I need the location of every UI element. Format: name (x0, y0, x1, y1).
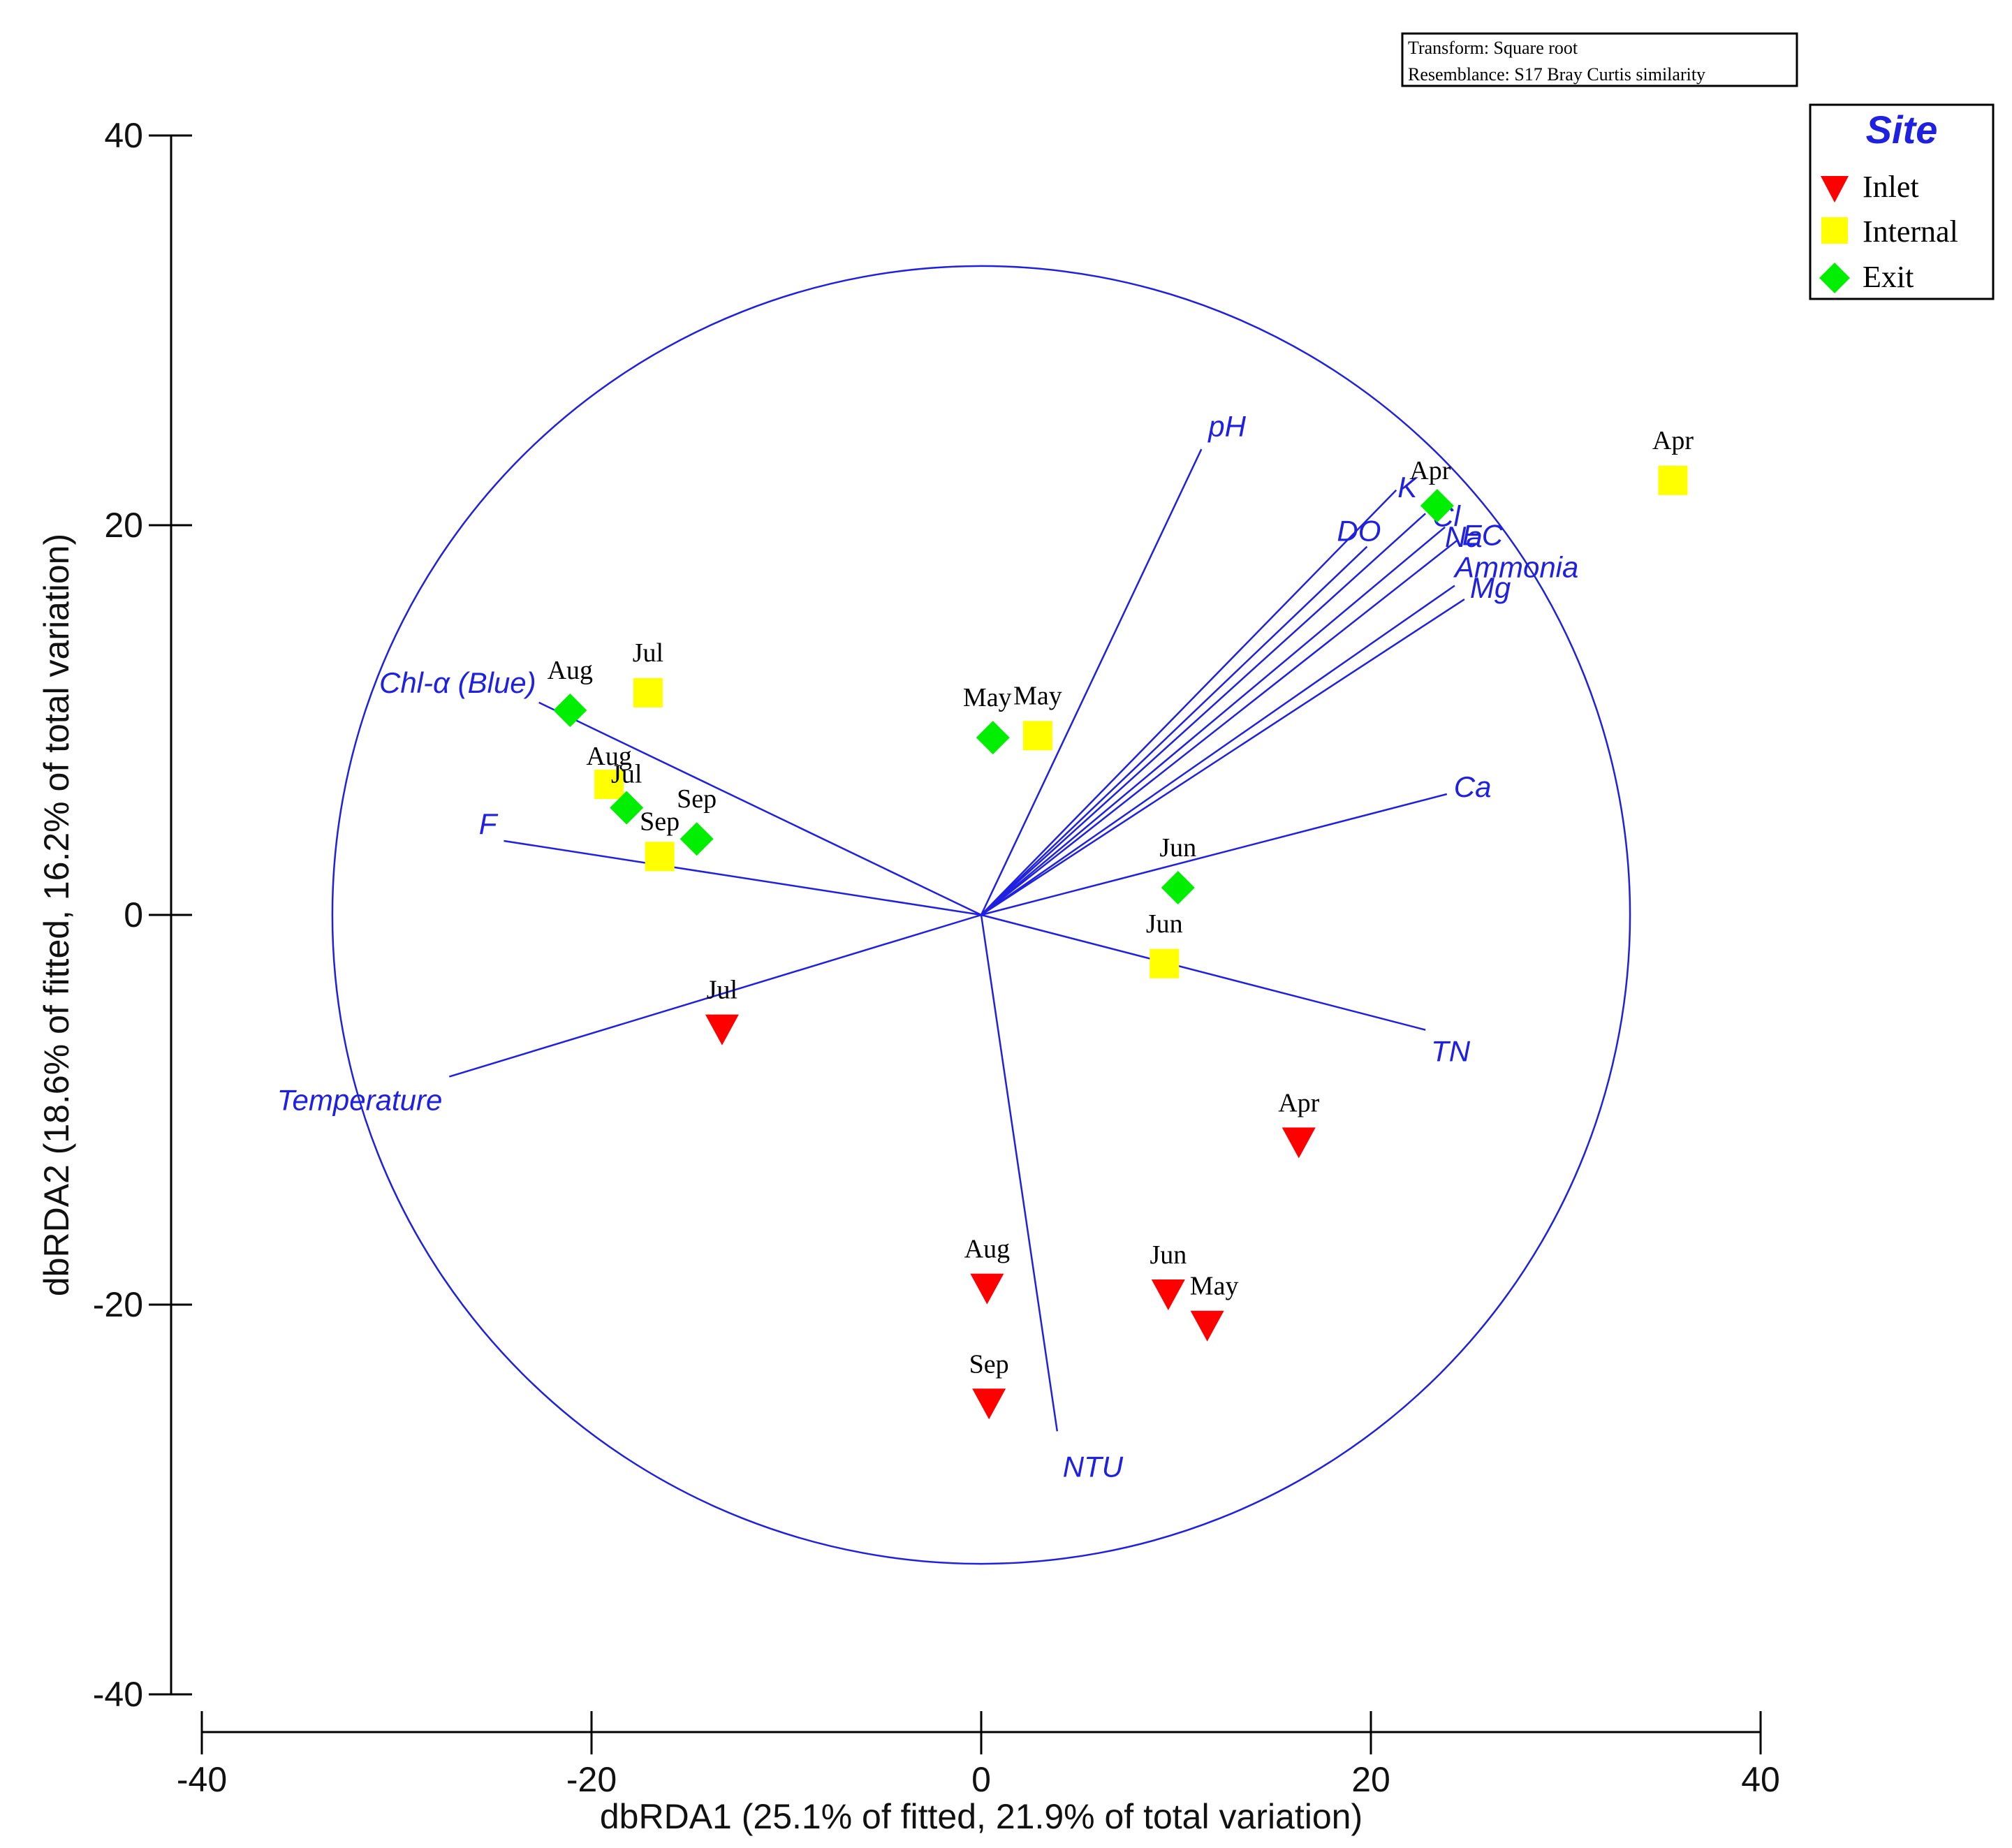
vector-tn (981, 914, 1426, 1031)
inlet-point-may-label: May (1190, 1272, 1239, 1301)
vector-f (504, 839, 982, 916)
y-tick-label: 40 (104, 116, 143, 155)
x-axis-label: dbRDA1 (25.1% of fitted, 21.9% of total … (600, 1797, 1363, 1836)
vector-label-chl-blue: Chl-α (Blue) (379, 666, 536, 699)
exit-point-apr (1420, 489, 1454, 523)
vector-label-ph: pH (1207, 410, 1246, 443)
vector-ammonia (981, 585, 1455, 916)
vector-cl (981, 513, 1426, 916)
x-tick-label: 40 (1741, 1760, 1780, 1799)
inlet-point-jul (705, 1014, 739, 1046)
legend-inlet-label: Inlet (1863, 170, 1919, 204)
x-tick-label: 20 (1351, 1760, 1390, 1799)
correlation-circle (331, 265, 1631, 1565)
vector-ntu (980, 914, 1059, 1432)
exit-point-may-label: May (963, 683, 1012, 712)
inlet-point-may (1190, 1310, 1224, 1342)
vector-label-tn: TN (1431, 1035, 1471, 1068)
info-box: Transform: Square root Resemblance: S17 … (1401, 32, 1798, 87)
internal-point-jun (1150, 948, 1180, 978)
vector-label-mg: Mg (1470, 571, 1511, 604)
x-tick-label: -20 (566, 1760, 617, 1799)
inlet-point-jun (1151, 1279, 1185, 1311)
internal-point-jul (633, 677, 663, 707)
vector-label-ca: Ca (1454, 770, 1492, 803)
exit-point-may (976, 721, 1010, 755)
sample-points: AprMayJunJulAugSepAprMayJunJulAugSepAprM… (548, 426, 1694, 1420)
internal-point-sep (645, 842, 675, 872)
internal-point-aug (594, 770, 624, 800)
exit-point-jul (610, 791, 644, 825)
vector-label-ec: EC (1462, 518, 1504, 551)
internal-point-sep-label: Sep (640, 807, 680, 836)
info-box-frame (1401, 32, 1798, 87)
inlet-point-aug (970, 1273, 1004, 1305)
legend-frame (1809, 103, 1995, 300)
vector-label-do: DO (1337, 515, 1381, 548)
exit-point-aug-label: Aug (548, 656, 593, 685)
inlet-point-sep (972, 1388, 1006, 1420)
y-tick-label: -20 (93, 1285, 143, 1324)
exit-point-jun (1161, 870, 1195, 904)
internal-point-aug-label: Aug (586, 742, 631, 771)
x-tick-label: -40 (177, 1760, 227, 1799)
y-tick-label: -40 (93, 1675, 143, 1714)
x-tick-label: 0 (971, 1760, 991, 1799)
vector-ph (980, 448, 1203, 916)
vector-label-na: Na (1445, 520, 1483, 553)
internal-point-jul-label: Jul (633, 638, 663, 668)
internal-point-apr-label: Apr (1652, 426, 1694, 455)
info-box-transform: Transform: Square root (1408, 38, 1578, 58)
vector-ec (981, 540, 1457, 916)
exit-point-aug (553, 694, 587, 728)
exit-point-jul-label: Jul (611, 760, 642, 789)
vector-label-temperature: Temperature (277, 1084, 443, 1117)
info-box-resemblance: Resemblance: S17 Bray Curtis similarity (1408, 64, 1705, 85)
x-axis: -40 -20 0 20 40 (177, 1711, 1780, 1799)
exit-point-jun-label: Jun (1159, 833, 1196, 863)
vector-ca (981, 793, 1448, 916)
inlet-point-aug-label: Aug (964, 1235, 1010, 1264)
inlet-point-apr (1282, 1127, 1316, 1159)
legend-internal-marker (1821, 217, 1848, 244)
legend: Site Inlet Internal Exit (1809, 103, 1995, 300)
y-tick-label: 20 (104, 506, 143, 545)
internal-point-may-label: May (1013, 681, 1062, 710)
y-axis-label: dbRDA2 (18.6% of fitted, 16.2% of total … (37, 534, 76, 1296)
legend-internal-label: Internal (1863, 214, 1958, 249)
vector-label-ntu: NTU (1063, 1450, 1124, 1483)
y-tick-label: 0 (124, 895, 143, 934)
vector-chl-blue (538, 701, 982, 916)
legend-title: Site (1866, 108, 1938, 152)
inlet-point-jul-label: Jul (707, 976, 737, 1005)
correlation-circle-layer (331, 265, 1631, 1565)
vector-label-k: K (1397, 471, 1418, 504)
exit-point-sep-label: Sep (677, 784, 717, 814)
vector-mg (981, 598, 1465, 916)
internal-point-apr (1658, 465, 1688, 495)
vector-label-ammonia: Ammonia (1453, 550, 1578, 583)
inlet-point-apr-label: Apr (1278, 1088, 1319, 1117)
exit-point-sep (680, 822, 714, 856)
legend-exit-label: Exit (1863, 260, 1914, 294)
internal-point-jun-label: Jun (1146, 909, 1183, 939)
internal-point-may (1022, 721, 1052, 751)
exit-point-apr-label: Apr (1409, 456, 1451, 485)
legend-exit-marker (1819, 263, 1850, 293)
vector-do (981, 545, 1368, 916)
vector-label-f: F (479, 807, 499, 840)
legend-inlet-marker (1821, 176, 1849, 203)
y-axis: -40 -20 0 20 40 (93, 116, 192, 1714)
inlet-point-sep-label: Sep (969, 1349, 1009, 1379)
vector-na (981, 526, 1446, 916)
vector-k (981, 489, 1397, 916)
inlet-point-jun-label: Jun (1150, 1240, 1187, 1270)
vector-temperature (448, 914, 982, 1078)
